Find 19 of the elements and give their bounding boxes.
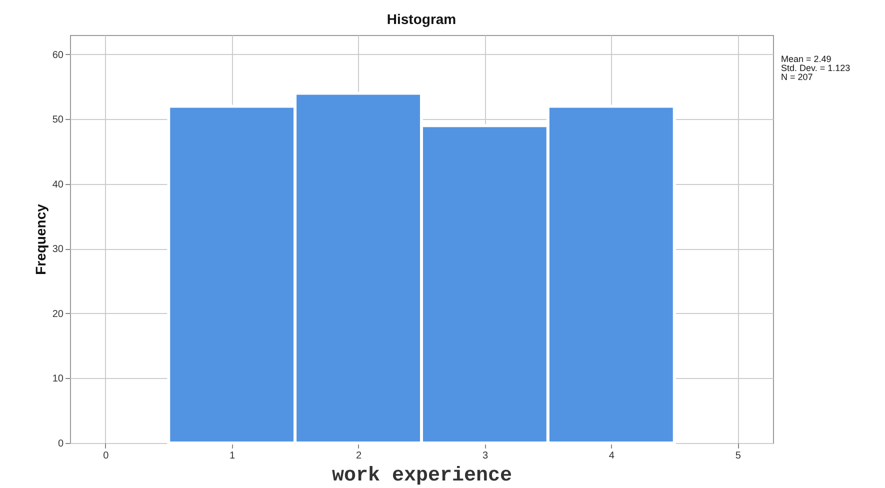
x-tick-label: 3 [482, 450, 488, 462]
x-tick-label: 1 [230, 450, 236, 462]
x-tick-label: 0 [103, 450, 110, 462]
y-tick-label: 60 [52, 50, 64, 61]
y-tick-label: 50 [52, 114, 64, 126]
x-tick-label: 5 [735, 450, 742, 462]
chart-title: Histogram [386, 11, 456, 27]
y-tick-label: 10 [52, 374, 64, 385]
y-axis-title: Frequency [32, 204, 48, 275]
y-tick-label: 0 [58, 438, 64, 450]
text: Mean = 2.49 [781, 54, 832, 64]
y-tick-label: 40 [52, 179, 64, 190]
text: N = 207 [781, 72, 813, 82]
x-axis-title: work experience [332, 464, 512, 488]
x-tick-label: 2 [356, 450, 362, 462]
y-tick-label: 20 [52, 308, 64, 320]
y-tick-label: 30 [52, 244, 64, 256]
x-tick-label: 4 [608, 450, 615, 462]
text: Std. Dev. = 1.123 [781, 63, 850, 73]
